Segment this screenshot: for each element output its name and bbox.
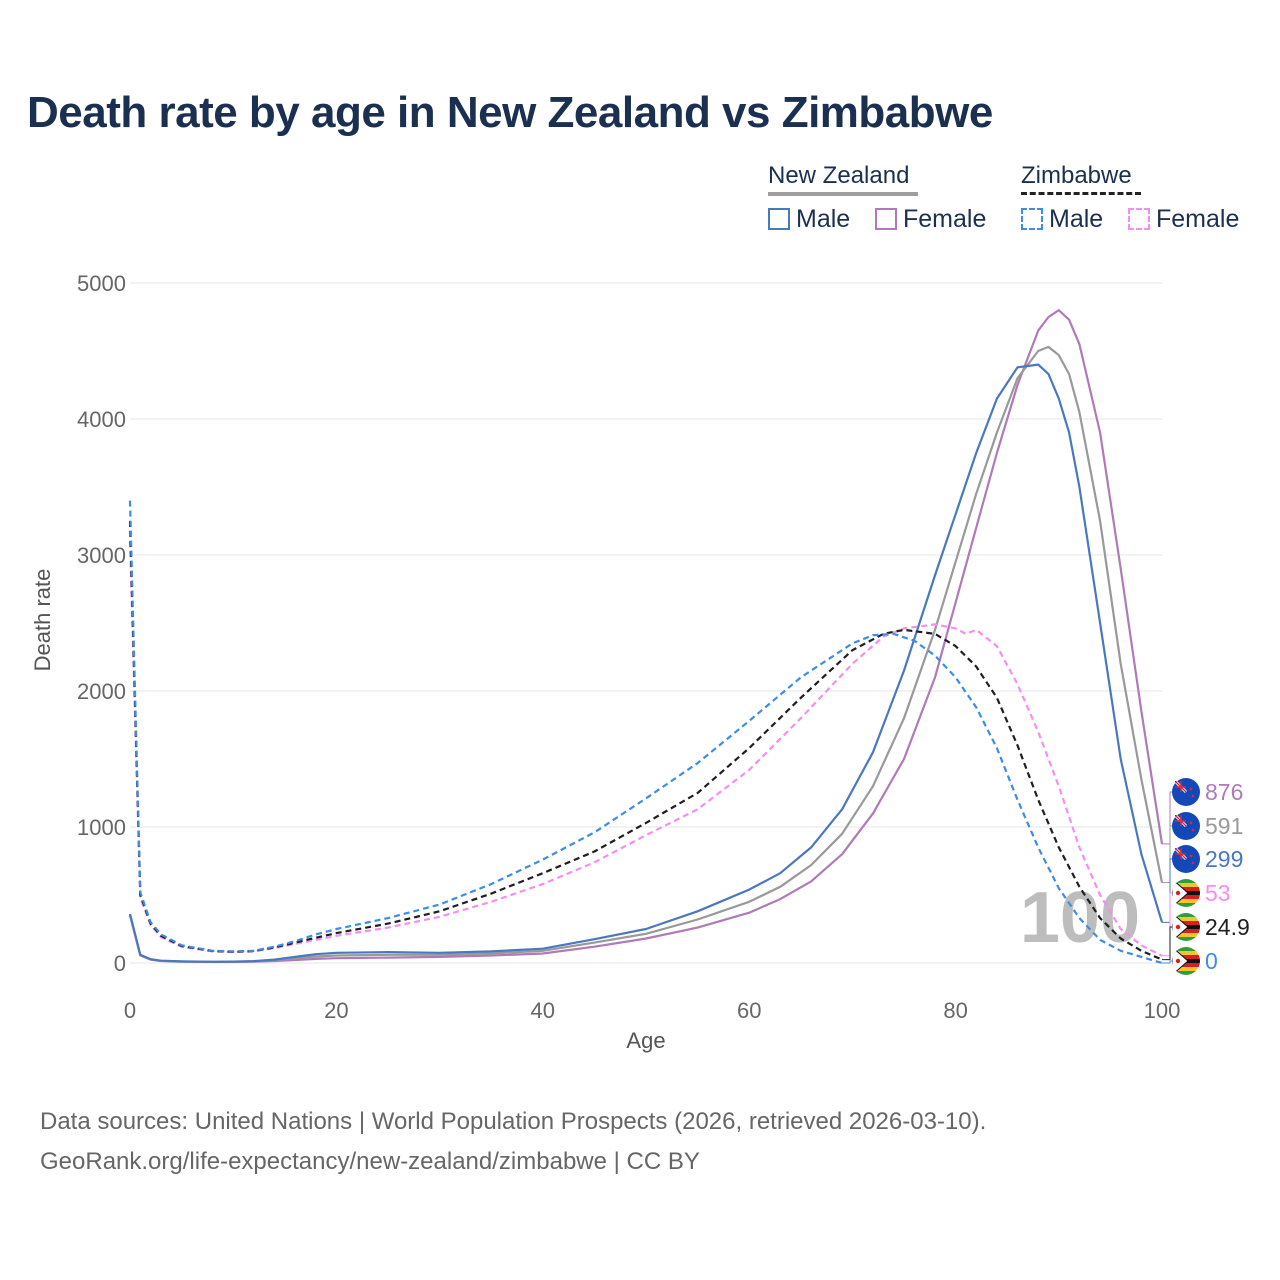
legend-label: Male [1049, 204, 1104, 233]
y-tick-label: 3000 [77, 543, 126, 568]
legend-group-label: New Zealand [768, 162, 910, 189]
series-line-zimbabwe-male [128, 500, 1163, 965]
new-zealand-flag-icon [1172, 812, 1200, 840]
x-tick-label: 80 [943, 998, 967, 1023]
end-label-value: 299 [1205, 846, 1243, 872]
series-line-new-zealand-male [128, 363, 1164, 963]
legend-swatch [1128, 208, 1150, 230]
x-tick-label: 0 [124, 998, 136, 1023]
new-zealand-flag-icon [1172, 778, 1200, 806]
x-tick-label: 60 [737, 998, 761, 1023]
gridlines [130, 282, 1162, 964]
end-label-value: 876 [1205, 779, 1243, 805]
series-line-zimbabwe-female [128, 541, 1163, 957]
legend-group-zimbabwe: Zimbabwe [1021, 162, 1141, 195]
y-tick-label: 1000 [77, 815, 126, 840]
legend-swatch [768, 208, 790, 230]
legend-swatch [875, 208, 897, 230]
zimbabwe-flag-icon [1172, 879, 1200, 907]
legend-item-nz-male[interactable]: Male [768, 205, 850, 233]
legend-label: Female [1156, 204, 1240, 233]
legend-swatch [1021, 208, 1043, 230]
new-zealand-flag-icon [1172, 845, 1200, 873]
legend-item-nz-female[interactable]: Female [875, 205, 986, 233]
end-label-value: 591 [1205, 813, 1243, 839]
y-tick-label: 2000 [77, 679, 126, 704]
y-tick-label: 5000 [77, 271, 126, 296]
x-tick-label: 100 [1144, 998, 1181, 1023]
x-axis-title: Age [626, 1028, 665, 1053]
end-label-value: 53 [1205, 880, 1231, 906]
legend-group-line [768, 192, 918, 196]
legend-item-zw-male[interactable]: Male [1021, 205, 1103, 233]
legend-group-line [1021, 192, 1141, 195]
y-tick-label: 4000 [77, 407, 126, 432]
x-tick-label: 20 [324, 998, 348, 1023]
source-text: Data sources: United Nations | World Pop… [40, 1108, 987, 1135]
y-tick-labels: 0 1000 2000 3000 4000 5000 [77, 271, 126, 976]
legend-item-zw-female[interactable]: Female [1128, 205, 1239, 233]
y-axis-title: Death rate [30, 569, 55, 672]
series-line-zimbabwe-both [128, 520, 1163, 961]
zimbabwe-flag-icon [1172, 947, 1200, 975]
end-label-connector [1162, 791, 1176, 845]
source-url: GeoRank.org/life-expectancy/new-zealand/… [40, 1148, 700, 1175]
x-tick-label: 40 [531, 998, 555, 1023]
legend-group-new-zealand: New Zealand [768, 162, 918, 196]
end-label-value: 24.9 [1205, 914, 1250, 940]
zimbabwe-flag-icon [1172, 913, 1200, 941]
end-label-value: 0 [1205, 948, 1218, 974]
end-labels: 876 591 299 53 24.9 0 [1162, 778, 1250, 975]
series-line-new-zealand-both [128, 345, 1164, 963]
chart-title: Death rate by age in New Zealand vs Zimb… [27, 88, 993, 137]
y-tick-label: 0 [114, 951, 126, 976]
legend-group-label: Zimbabwe [1021, 162, 1132, 189]
legend-label: Female [903, 204, 987, 233]
series-lines [128, 309, 1164, 965]
legend-label: Male [796, 204, 851, 233]
x-tick-labels: 0 20 40 60 80 100 [124, 998, 1180, 1023]
